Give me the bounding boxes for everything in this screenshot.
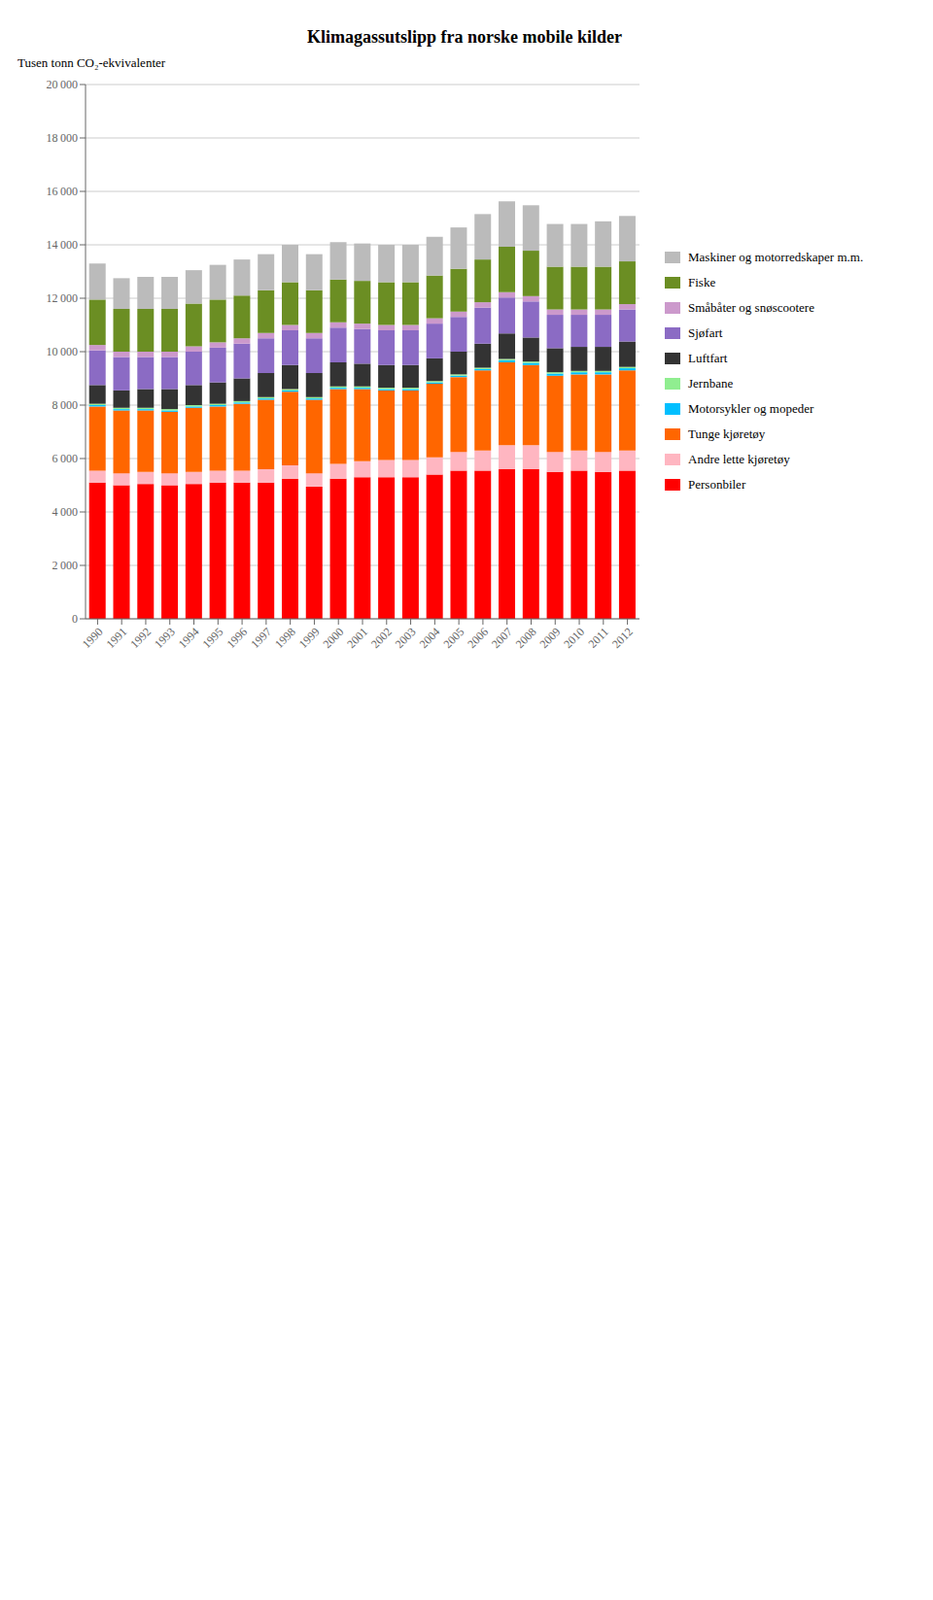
svg-text:2007: 2007 [488,624,516,652]
svg-text:2004: 2004 [416,624,444,652]
svg-text:1998: 1998 [272,624,299,652]
svg-text:2008: 2008 [513,624,540,652]
svg-text:2011: 2011 [585,624,612,652]
html-text:Tunge kjøretøy: Tunge kjøretøy [688,426,766,442]
svg-text:2003: 2003 [392,624,419,652]
svg-text:2 000: 2 000 [52,558,78,573]
html-text:Maskiner og motorredskaper m.m: Maskiner og motorredskaper m.m. [688,249,864,265]
svg-text:2005: 2005 [440,624,467,652]
svg-text:1990: 1990 [79,624,106,652]
html-text:Tusen tonn CO₂-ekvivalenter: Tusen tonn CO₂-ekvivalenter [17,55,166,70]
html-text:Fiske: Fiske [688,275,716,290]
html-text:Andre lette kjøretøy: Andre lette kjøretøy [688,451,790,467]
html-text:Småbåter og snøscootere: Småbåter og snøscootere [688,300,815,315]
svg-text:2009: 2009 [537,624,564,652]
html-text:Luftfart: Luftfart [688,350,728,366]
svg-text:10 000: 10 000 [46,345,78,359]
svg-text:12 000: 12 000 [46,291,78,306]
svg-text:1996: 1996 [223,624,250,652]
svg-text:2000: 2000 [319,624,346,652]
svg-text:2001: 2001 [344,624,371,652]
svg-text:18 000: 18 000 [46,131,78,145]
html-text:Jernbane: Jernbane [688,376,733,391]
svg-text:1997: 1997 [247,624,275,652]
svg-text:1994: 1994 [175,624,203,652]
svg-text:2002: 2002 [368,624,395,652]
html-text:Motorsykler og mopeder: Motorsykler og mopeder [688,401,814,416]
svg-text:4 000: 4 000 [52,505,78,519]
svg-text:2006: 2006 [464,624,491,652]
html-text:Klimagassutslipp fra norske mo: Klimagassutslipp fra norske mobile kilde… [307,27,622,47]
svg-text:1999: 1999 [296,624,323,652]
svg-text:2010: 2010 [560,624,588,652]
svg-text:16 000: 16 000 [46,184,78,199]
html-text:Sjøfart: Sjøfart [688,325,723,341]
svg-text:6 000: 6 000 [52,451,78,466]
html-text:Personbiler: Personbiler [688,477,746,492]
svg-text:1992: 1992 [127,624,154,652]
svg-text:14 000: 14 000 [46,238,78,252]
svg-text:1995: 1995 [200,624,227,652]
svg-text:1991: 1991 [103,624,130,652]
svg-text:20 000: 20 000 [46,77,78,92]
svg-text:2012: 2012 [609,624,636,652]
svg-text:0: 0 [71,612,78,626]
svg-text:8 000: 8 000 [52,398,78,413]
svg-text:1993: 1993 [151,624,178,652]
